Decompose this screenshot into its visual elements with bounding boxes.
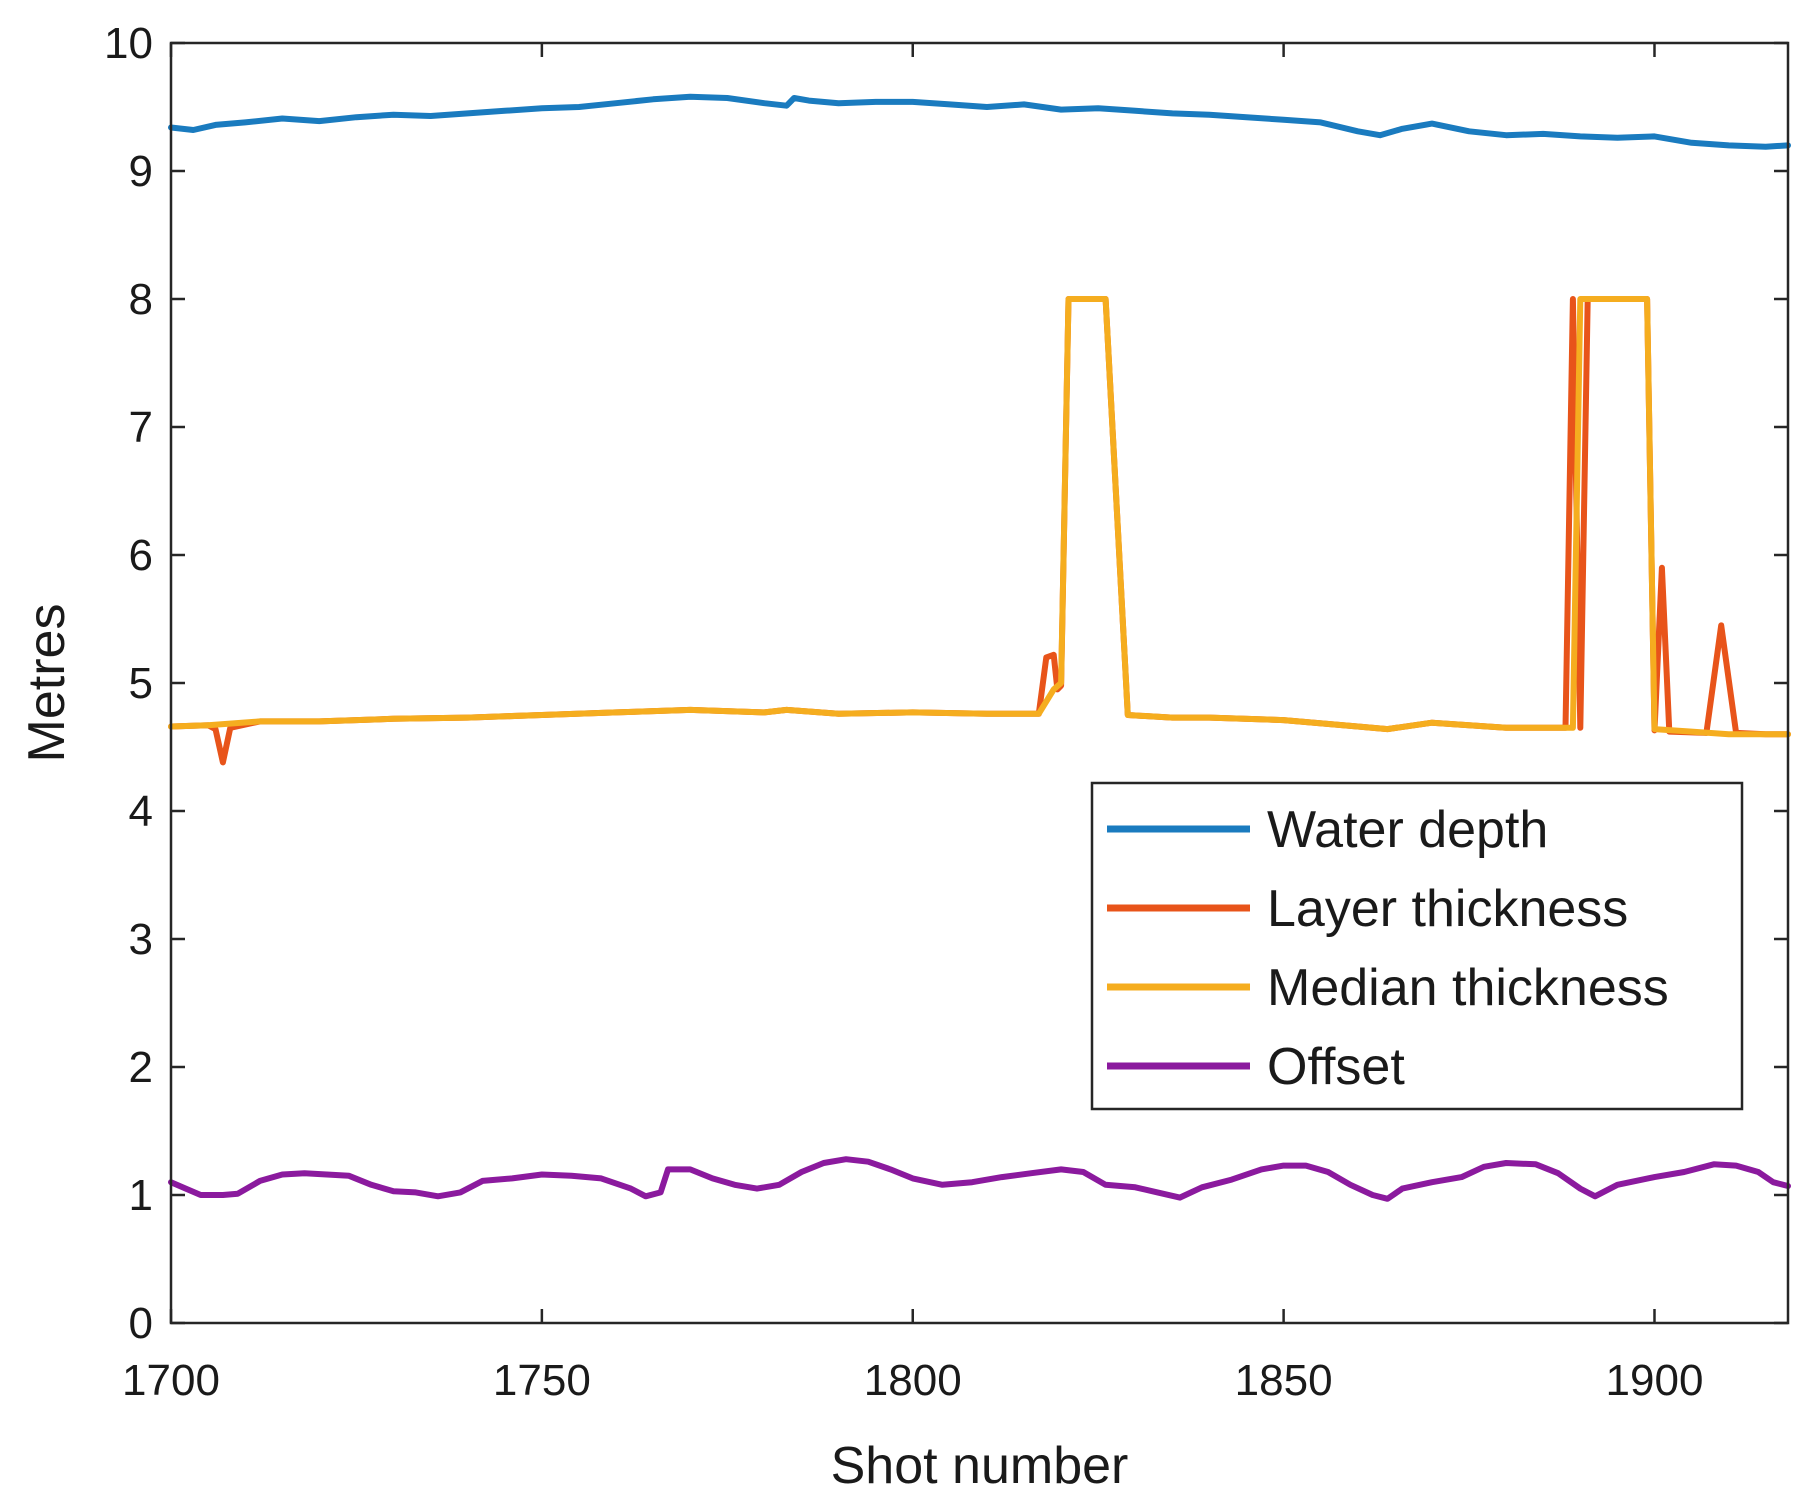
x-tick-label: 1850 — [1235, 1356, 1333, 1405]
legend-label: Median thickness — [1267, 959, 1669, 1017]
x-tick-label: 1750 — [493, 1356, 591, 1405]
series-line-median-thickness — [168, 296, 1791, 738]
y-tick-label: 8 — [129, 275, 153, 324]
y-tick-label: 1 — [129, 1171, 153, 1220]
plot-lines — [168, 93, 1791, 1202]
legend-label: Offset — [1267, 1038, 1405, 1096]
y-tick-label: 10 — [104, 19, 153, 68]
y-axis-label: Metres — [18, 604, 76, 763]
x-tick-label: 1800 — [864, 1356, 962, 1405]
x-tick-label: 1900 — [1606, 1356, 1704, 1405]
y-axis: 0 1 2 3 4 5 6 7 8 9 10 — [104, 19, 1788, 1348]
y-tick-label: 3 — [129, 915, 153, 964]
y-tick-label: 2 — [129, 1043, 153, 1092]
legend-label: Layer thickness — [1267, 880, 1628, 938]
legend-label: Water depth — [1267, 801, 1548, 859]
legend-box — [1090, 781, 1744, 1111]
y-tick-label: 9 — [129, 147, 153, 196]
x-axis: 1700 1750 1800 1850 1900 — [122, 43, 1703, 1405]
y-tick-label: 4 — [129, 787, 153, 836]
series-line-offset — [168, 1156, 1791, 1202]
series-line-water-depth — [168, 93, 1791, 150]
y-tick-label: 7 — [129, 403, 153, 452]
y-tick-label: 5 — [129, 659, 153, 708]
x-tick-label: 1700 — [122, 1356, 220, 1405]
y-tick-label: 6 — [129, 531, 153, 580]
legend: Water depth Layer thickness Median thickne… — [1090, 781, 1744, 1111]
x-axis-label: Shot number — [831, 1437, 1129, 1495]
y-tick-label: 0 — [129, 1299, 153, 1348]
